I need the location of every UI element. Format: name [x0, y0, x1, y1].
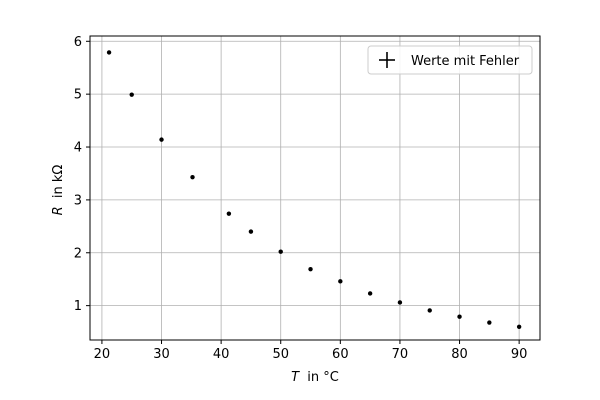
y-tick-label: 6 — [74, 35, 82, 50]
axis-ticks: 20 30 40 50 60 70 80 90 1 2 3 4 5 6 — [74, 35, 528, 362]
x-axis-label: T in °C — [291, 370, 339, 385]
data-point — [397, 300, 403, 305]
x-tick-label: 70 — [392, 347, 409, 362]
data-point — [190, 174, 195, 180]
y-tick-label: 2 — [74, 246, 82, 261]
data-point — [367, 291, 373, 296]
legend-label: Werte mit Fehler — [411, 54, 520, 69]
x-axis-unit: in °C — [307, 370, 339, 385]
x-tick-label: 20 — [94, 347, 111, 362]
x-axis-variable: T — [291, 370, 300, 385]
y-tick-label: 3 — [74, 193, 82, 208]
data-point — [308, 266, 313, 272]
y-tick-label: 5 — [74, 88, 82, 103]
x-tick-label: 90 — [511, 347, 528, 362]
grid-lines — [90, 36, 540, 340]
y-axis-unit: in kΩ — [51, 165, 66, 199]
data-point — [516, 324, 522, 329]
data-point — [129, 92, 134, 97]
data-point — [278, 249, 283, 254]
y-axis-variable: R — [51, 206, 66, 215]
plot-frame — [89, 35, 541, 341]
data-point — [457, 314, 462, 319]
data-point — [427, 308, 432, 313]
data-point — [338, 279, 343, 284]
x-tick-label: 30 — [153, 347, 170, 362]
data-point — [248, 229, 254, 234]
data-point — [159, 137, 164, 142]
data-point — [106, 50, 112, 55]
y-tick-label: 4 — [74, 141, 82, 156]
y-tick-label: 1 — [74, 299, 82, 314]
legend-box — [367, 45, 533, 75]
legend-marker-icon — [379, 52, 395, 68]
x-tick-label: 60 — [332, 347, 349, 362]
data-points — [106, 50, 522, 329]
legend: Werte mit Fehler — [367, 45, 533, 75]
x-tick-label: 80 — [451, 347, 468, 362]
y-axis-label: R in kΩ — [51, 165, 66, 216]
data-point — [487, 320, 492, 325]
x-tick-label: 50 — [272, 347, 289, 362]
x-tick-label: 40 — [213, 347, 230, 362]
data-point — [226, 211, 232, 216]
